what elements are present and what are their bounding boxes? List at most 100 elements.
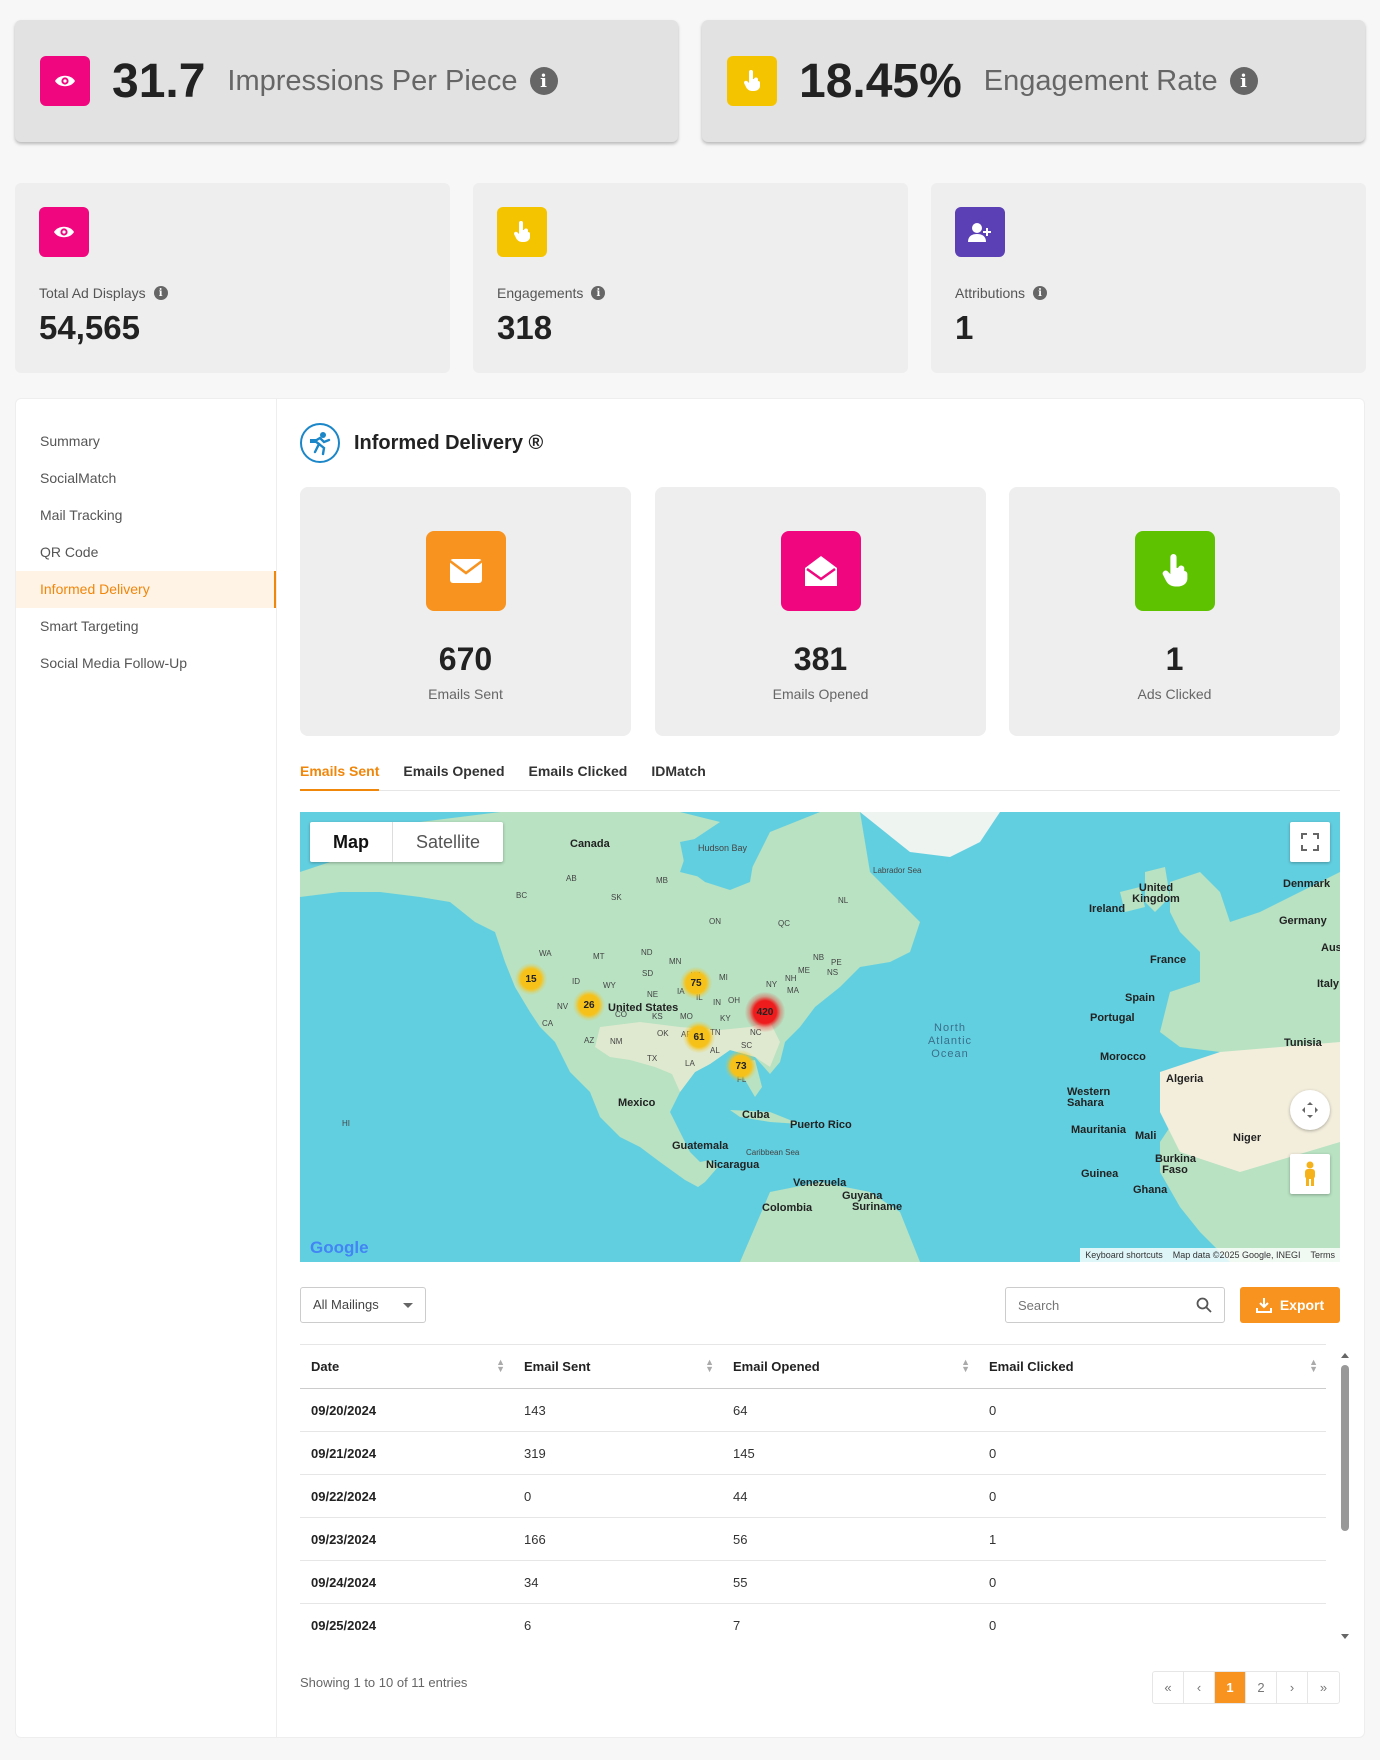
map-label-colombia: Colombia: [762, 1202, 813, 1214]
page-2-button[interactable]: 2: [1246, 1672, 1277, 1703]
map-label-nh: NH: [785, 974, 797, 983]
tab-emails-clicked[interactable]: Emails Clicked: [528, 763, 628, 779]
map-label-ia: IA: [677, 987, 685, 996]
engagement-rate-card: 18.45% Engagement Rate i: [702, 20, 1365, 142]
tab-idmatch[interactable]: IDMatch: [651, 763, 706, 779]
map-label-portugal: Portugal: [1090, 1012, 1135, 1024]
map-cluster-marker[interactable]: 73: [725, 1050, 757, 1082]
chevron-down-icon: [403, 1303, 413, 1308]
map-label-az: AZ: [584, 1036, 595, 1045]
sidebar-item-smart-targeting[interactable]: Smart Targeting: [40, 618, 139, 634]
info-icon[interactable]: i: [1033, 286, 1048, 300]
cell-email-sent: 319: [513, 1431, 722, 1475]
street-view-pegman[interactable]: [1290, 1154, 1330, 1194]
map-label-north-atlantic: North Atlantic Ocean: [927, 1022, 973, 1060]
delivery-map[interactable]: Map Satellite Canada Hudson Bay Labrador…: [300, 812, 1340, 1262]
sidebar-item-qr-code[interactable]: QR Code: [40, 544, 99, 560]
mailings-select[interactable]: All Mailings: [300, 1287, 426, 1323]
next-page-button[interactable]: ›: [1277, 1672, 1308, 1703]
map-label-canada: Canada: [570, 838, 610, 850]
pegman-icon: [1305, 1161, 1315, 1186]
column-header-date[interactable]: Date ▲ ▼: [300, 1344, 513, 1389]
last-page-button[interactable]: »: [1319, 1680, 1328, 1695]
info-icon[interactable]: i: [153, 286, 168, 300]
map-cluster-marker[interactable]: 26: [573, 989, 605, 1021]
map-cluster-marker[interactable]: 15: [515, 963, 547, 995]
map-label-tx: TX: [647, 1054, 658, 1063]
delivery-table: Date ▲ ▼ Email Sent ▲ ▼ Email Opened ▲ ▼ Email…: [300, 1344, 1326, 1644]
previous-page-button[interactable]: ‹: [1184, 1672, 1215, 1703]
table-row: 09/21/2024 319 145 0: [300, 1431, 1326, 1475]
sidebar-item-summary[interactable]: Summary: [40, 433, 100, 449]
map-cluster-marker[interactable]: 61: [683, 1021, 715, 1053]
info-icon[interactable]: i: [1229, 67, 1258, 95]
satellite-view-button[interactable]: Satellite: [416, 832, 481, 852]
map-label-labrador-sea: Labrador Sea: [873, 866, 922, 875]
user-plus-icon: [955, 207, 1005, 257]
map-label-co: CO: [615, 1010, 627, 1019]
export-button[interactable]: Export: [1240, 1287, 1340, 1323]
scroll-up-icon[interactable]: [1340, 1351, 1350, 1359]
map-label-nb: NB: [813, 953, 825, 962]
column-header-email-clicked[interactable]: Email Clicked ▲ ▼: [978, 1344, 1326, 1389]
map-label-guinea: Guinea: [1081, 1168, 1119, 1180]
cell-email-clicked: 0: [978, 1388, 1326, 1432]
terms-link[interactable]: Terms: [1310, 1250, 1336, 1260]
map-label-id: ID: [572, 977, 580, 986]
map-cluster-marker[interactable]: 420: [745, 992, 785, 1032]
sidebar-item-informed-delivery[interactable]: Informed Delivery: [16, 571, 276, 608]
map-label-nv: NV: [557, 1002, 569, 1011]
map-label-pe: PE: [831, 958, 842, 967]
total-ad-displays-card: Total Ad Displays i 54,565: [15, 183, 450, 373]
total-ad-displays-value: 54,565: [39, 309, 140, 346]
map-label-ny: NY: [766, 980, 778, 989]
scroll-down-icon[interactable]: [1340, 1633, 1350, 1641]
page-1-button[interactable]: 1: [1215, 1672, 1246, 1703]
ads-clicked-label: Ads Clicked: [1137, 686, 1212, 702]
sidebar-item-social-media-follow-up[interactable]: Social Media Follow-Up: [40, 655, 188, 671]
column-header-email-sent[interactable]: Email Sent ▲ ▼: [513, 1344, 722, 1389]
map-label-nc: NC: [750, 1028, 762, 1037]
keyboard-shortcuts-link[interactable]: Keyboard shortcuts: [1085, 1250, 1163, 1260]
search-input[interactable]: [1005, 1287, 1225, 1323]
map-label-ireland: Ireland: [1089, 903, 1126, 915]
move-arrows-icon: [1302, 1102, 1318, 1118]
map-view-button[interactable]: Map: [310, 822, 393, 862]
map-label-ky: KY: [720, 1014, 731, 1023]
cell-email-opened: 145: [722, 1431, 978, 1475]
sidebar-item-socialmatch[interactable]: SocialMatch: [40, 470, 117, 486]
download-icon: [1255, 1298, 1272, 1313]
map-label-suriname: Suriname: [852, 1201, 903, 1213]
fullscreen-button[interactable]: [1290, 822, 1330, 862]
tab-emails-sent[interactable]: Emails Sent: [300, 761, 380, 791]
map-label-nm: NM: [610, 1037, 623, 1046]
map-label-mali: Mali: [1135, 1130, 1157, 1142]
column-header-email-opened[interactable]: Email Opened ▲ ▼: [722, 1344, 978, 1389]
map-label-hudson-bay: Hudson Bay: [698, 843, 748, 853]
envelope-icon: [425, 531, 506, 611]
section-header: Informed Delivery ®: [300, 423, 543, 463]
sort-icon: ▲ ▼: [961, 1357, 970, 1374]
ads-clicked-value: 1: [1165, 641, 1184, 677]
scrollbar-thumb[interactable]: [1341, 1365, 1349, 1531]
tab-emails-opened[interactable]: Emails Opened: [403, 763, 505, 779]
map-label-cuba: Cuba: [742, 1109, 770, 1121]
info-icon[interactable]: i: [591, 286, 606, 300]
cell-email-opened: 55: [722, 1560, 978, 1604]
map-label-nl: NL: [838, 896, 849, 905]
sidebar-item-mail-tracking[interactable]: Mail Tracking: [40, 507, 123, 523]
map-cluster-marker[interactable]: 75: [680, 967, 712, 999]
first-page-button[interactable]: «: [1153, 1672, 1184, 1703]
emails-opened-label: Emails Opened: [772, 686, 869, 702]
map-label-western-sahara: Western Sahara: [1067, 1086, 1111, 1109]
info-icon[interactable]: i: [529, 67, 558, 95]
pointer-hand-icon: [727, 56, 777, 106]
cell-email-sent: 0: [513, 1474, 722, 1518]
table-row: 09/20/2024 143 64 0: [300, 1388, 1326, 1432]
table-scrollbar[interactable]: [1340, 1351, 1350, 1641]
engagement-rate-label: Engagement Rate: [983, 64, 1218, 97]
cell-email-opened: 56: [722, 1517, 978, 1561]
envelope-open-icon: [780, 531, 861, 611]
map-attribution: Keyboard shortcuts Map data ©2025 Google…: [1080, 1248, 1340, 1262]
map-camera-control[interactable]: [1290, 1090, 1330, 1130]
